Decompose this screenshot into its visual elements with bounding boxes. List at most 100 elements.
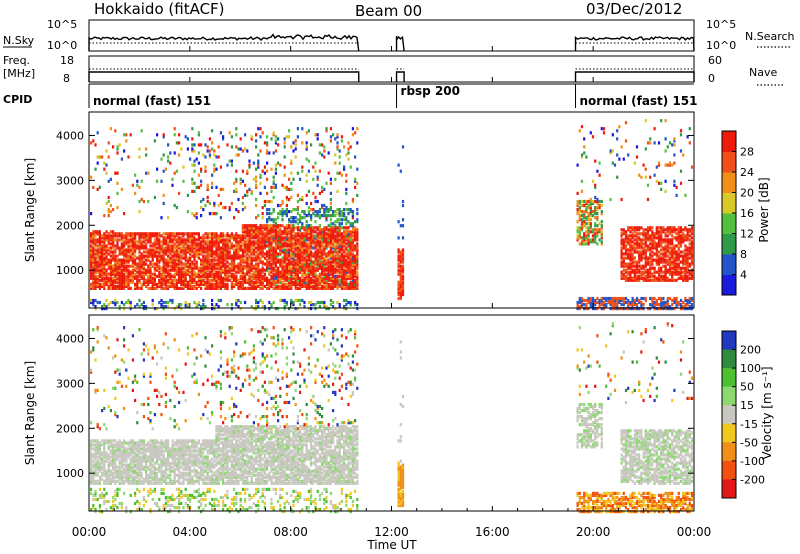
heatmap-cell [175, 232, 178, 236]
heatmap-cell [633, 238, 636, 242]
nsky-left-tick-bottom: 10^0 [47, 39, 77, 52]
heatmap-cell [340, 210, 343, 214]
heatmap-cell [629, 254, 632, 258]
heatmap-cell [578, 210, 581, 214]
heatmap-cell [591, 230, 595, 234]
heatmap-cell [224, 248, 227, 252]
heatmap-cell [191, 236, 194, 240]
heatmap-cell [193, 232, 196, 236]
heatmap-cell [211, 129, 214, 133]
heatmap-cell [666, 260, 669, 264]
heatmap-cell [600, 303, 603, 307]
heatmap-cell [244, 286, 247, 290]
heatmap-cell [299, 248, 302, 252]
heatmap-cell [261, 282, 264, 286]
heatmap-cell [318, 228, 321, 232]
heatmap-cell [250, 266, 253, 270]
heatmap-cell [213, 284, 216, 288]
heatmap-cell [401, 270, 405, 274]
heatmap-cell [112, 242, 115, 246]
heatmap-cell [329, 197, 332, 202]
heatmap-cell [580, 220, 584, 224]
heatmap-cell [193, 274, 196, 278]
heatmap-cell [356, 270, 359, 274]
heatmap-cell [94, 276, 97, 280]
heatmap-cell [660, 252, 663, 256]
heatmap-cell [316, 210, 319, 214]
heatmap-cell [354, 278, 357, 282]
heatmap-cell [401, 248, 405, 252]
heatmap-cell [118, 280, 121, 284]
heatmap-cell [206, 266, 209, 270]
heatmap-cell [651, 262, 654, 266]
heatmap-cell [197, 280, 200, 284]
heatmap-cell [349, 252, 352, 256]
heatmap-cell [662, 307, 665, 311]
heatmap-cell [307, 232, 310, 236]
heatmap-cell [182, 272, 185, 276]
heatmap-cell [180, 270, 183, 274]
heatmap-cell [109, 230, 112, 234]
heatmap-cell [94, 274, 97, 278]
heatmap-cell [666, 258, 669, 262]
heatmap-cell [290, 171, 293, 175]
heatmap-cell [336, 141, 339, 145]
heatmap-cell [118, 262, 121, 266]
heatmap-cell [336, 218, 339, 222]
heatmap-cell [266, 135, 269, 139]
heatmap-cell [215, 244, 218, 248]
heatmap-cell [307, 286, 310, 290]
heatmap-cell [151, 258, 154, 262]
heatmap-cell [675, 266, 678, 270]
heatmap-cell [325, 214, 328, 218]
heatmap-cell [345, 272, 348, 276]
heatmap-cell [140, 236, 143, 240]
heatmap-cell [314, 262, 317, 266]
heatmap-cell [230, 280, 233, 284]
heatmap-cell [142, 244, 145, 248]
heatmap-cell [686, 260, 689, 264]
heatmap-cell [109, 177, 112, 181]
heatmap-cell [343, 256, 346, 260]
heatmap-cell [591, 210, 595, 214]
heatmap-cell [101, 244, 104, 248]
heatmap-cell [263, 226, 266, 230]
heatmap-cell [684, 238, 687, 242]
heatmap-cell [587, 226, 590, 230]
heatmap-cell [131, 260, 134, 264]
heatmap-cell [103, 242, 106, 246]
heatmap-cell [329, 177, 332, 181]
heatmap-cell [105, 260, 108, 264]
heatmap-cell [321, 268, 324, 272]
heatmap-cell [173, 242, 176, 246]
heatmap-cell [116, 262, 119, 266]
heatmap-cell [222, 137, 225, 141]
heatmap-cell [343, 258, 346, 262]
heatmap-cell [294, 284, 297, 288]
heatmap-cell [657, 230, 661, 234]
heatmap-cell [283, 228, 286, 232]
freq-left-tick-bottom: 8 [63, 72, 70, 85]
heatmap-cell [167, 286, 170, 290]
heatmap-cell [193, 149, 196, 153]
heatmap-cell [660, 226, 663, 230]
heatmap-cell [679, 226, 683, 230]
heatmap-cell [226, 248, 229, 252]
heatmap-cell [125, 232, 128, 236]
heatmap-cell [288, 218, 291, 222]
heatmap-cell [679, 149, 683, 153]
heatmap-cell [259, 250, 262, 254]
heatmap-cell [580, 199, 584, 204]
heatmap-cell [138, 274, 141, 278]
heatmap-cell [208, 236, 211, 240]
heatmap-cell [235, 266, 238, 270]
heatmap-cell [136, 266, 139, 270]
heatmap-cell [655, 244, 658, 248]
heatmap-cell [399, 276, 402, 280]
heatmap-cell [92, 303, 95, 307]
heatmap-cell [217, 284, 220, 288]
heatmap-cell [138, 234, 141, 238]
heatmap-cell [246, 238, 249, 242]
heatmap-cell [96, 284, 99, 288]
heatmap-cell [351, 244, 354, 248]
